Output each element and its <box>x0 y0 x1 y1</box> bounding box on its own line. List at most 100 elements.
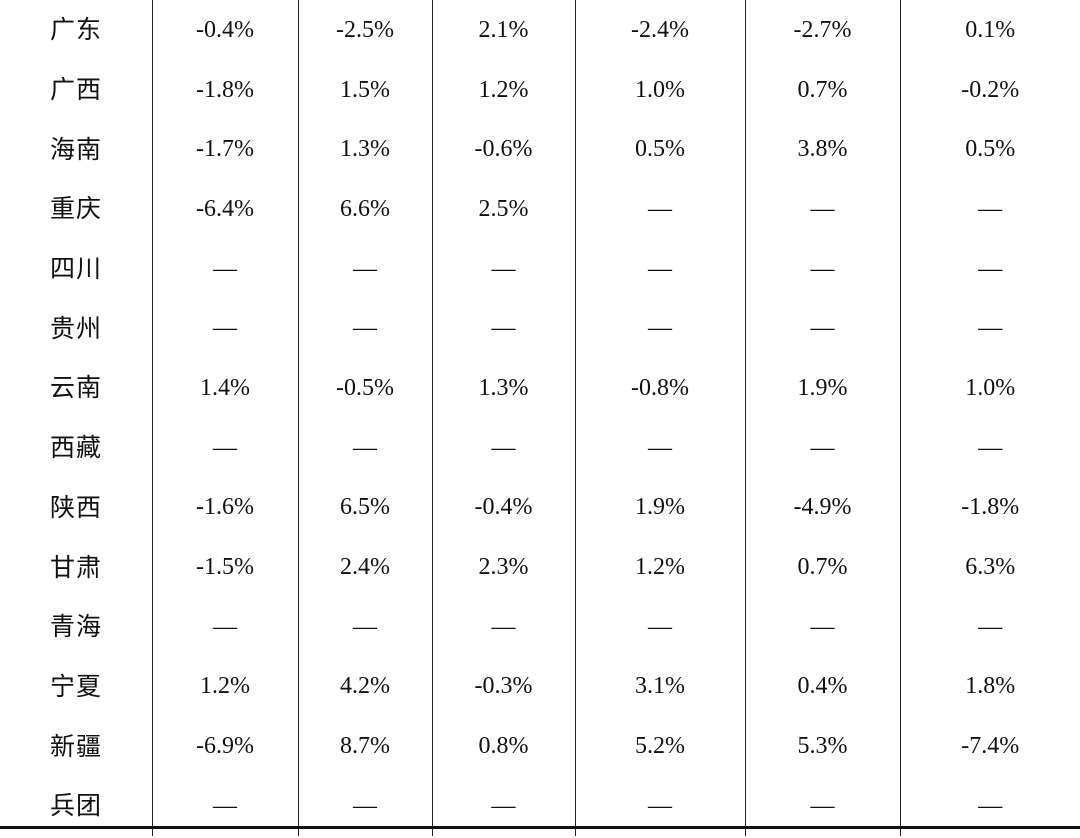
value-cell: — <box>744 775 900 836</box>
value-cell: 1.9% <box>574 477 745 538</box>
value-cell: -2.5% <box>297 0 432 60</box>
value-cell: — <box>899 298 1080 359</box>
value-cell: 1.4% <box>151 358 298 418</box>
value-cell: — <box>574 179 745 239</box>
value-cell: — <box>297 298 432 359</box>
value-cell: 1.3% <box>297 119 432 180</box>
value-cell: 6.6% <box>297 179 432 239</box>
value-cell: -1.7% <box>151 119 298 180</box>
value-cell: — <box>574 596 745 657</box>
value-cell: — <box>297 775 432 836</box>
value-cell: 0.7% <box>744 59 900 120</box>
province-cell: 青海 <box>50 612 103 642</box>
table-row: 海南 -1.7% 1.3% -0.6% 0.5% 3.8% 0.5% <box>0 119 1080 180</box>
value-cell: — <box>899 775 1080 836</box>
value-cell: 1.2% <box>431 59 575 120</box>
value-cell: -0.6% <box>431 119 575 180</box>
value-cell: — <box>744 179 900 239</box>
table-row: 贵州 — — — — — — <box>0 298 1080 359</box>
value-cell: — <box>151 238 298 299</box>
value-cell: 1.2% <box>574 537 745 597</box>
table-row: 陕西 -1.6% 6.5% -0.4% 1.9% -4.9% -1.8% <box>0 477 1080 538</box>
table-row: 四川 — — — — — — <box>0 238 1080 299</box>
value-cell: 0.8% <box>431 716 575 776</box>
value-cell: — <box>151 596 298 657</box>
value-cell: -1.8% <box>899 477 1080 538</box>
value-cell: 0.5% <box>574 119 745 180</box>
value-cell: 5.2% <box>574 716 745 776</box>
value-cell: 1.2% <box>151 656 298 717</box>
province-cell: 新疆 <box>50 731 103 761</box>
value-cell: -6.9% <box>151 716 298 776</box>
value-cell: -0.2% <box>899 59 1080 120</box>
value-cell: — <box>574 298 745 359</box>
value-cell: — <box>899 596 1080 657</box>
value-cell: — <box>297 596 432 657</box>
value-cell: 0.5% <box>899 119 1080 180</box>
value-cell: -7.4% <box>899 716 1080 776</box>
table-row: 重庆 -6.4% 6.6% 2.5% — — — <box>0 179 1080 239</box>
value-cell: 6.5% <box>297 477 432 538</box>
value-cell: 1.9% <box>744 358 900 418</box>
province-cell: 四川 <box>50 254 103 284</box>
province-cell: 云南 <box>50 373 103 403</box>
table-row: 广东 -0.4% -2.5% 2.1% -2.4% -2.7% 0.1% <box>0 0 1080 60</box>
value-cell: — <box>431 298 575 359</box>
province-cell: 广西 <box>50 75 103 105</box>
value-cell: — <box>431 775 575 836</box>
value-cell: -1.5% <box>151 537 298 597</box>
table-row: 甘肃 -1.5% 2.4% 2.3% 1.2% 0.7% 6.3% <box>0 537 1080 597</box>
value-cell: 1.0% <box>899 358 1080 418</box>
value-cell: 8.7% <box>297 716 432 776</box>
value-cell: -0.5% <box>297 358 432 418</box>
value-cell: 5.3% <box>744 716 900 776</box>
value-cell: — <box>899 238 1080 299</box>
table-row: 兵团 — — — — — — <box>0 775 1080 836</box>
value-cell: 1.5% <box>297 59 432 120</box>
value-cell: 3.1% <box>574 656 745 717</box>
value-cell: 4.2% <box>297 656 432 717</box>
value-cell: 1.0% <box>574 59 745 120</box>
value-cell: -0.4% <box>151 0 298 60</box>
value-cell: -1.8% <box>151 59 298 120</box>
value-cell: — <box>431 238 575 299</box>
value-cell: — <box>431 596 575 657</box>
value-cell: 0.7% <box>744 537 900 597</box>
value-cell: -2.7% <box>744 0 900 60</box>
table-bottom-rule <box>0 826 1080 829</box>
value-cell: 0.1% <box>899 0 1080 60</box>
value-cell: 2.1% <box>431 0 575 60</box>
value-cell: — <box>431 417 575 478</box>
value-cell: 3.8% <box>744 119 900 180</box>
table-row: 云南 1.4% -0.5% 1.3% -0.8% 1.9% 1.0% <box>0 358 1080 418</box>
value-cell: 2.4% <box>297 537 432 597</box>
province-cell: 海南 <box>50 134 103 164</box>
province-cell: 甘肃 <box>50 552 103 582</box>
value-cell: — <box>574 238 745 299</box>
value-cell: — <box>744 238 900 299</box>
table-row: 新疆 -6.9% 8.7% 0.8% 5.2% 5.3% -7.4% <box>0 716 1080 776</box>
value-cell: — <box>151 775 298 836</box>
value-cell: — <box>574 775 745 836</box>
value-cell: 6.3% <box>899 537 1080 597</box>
value-cell: — <box>297 417 432 478</box>
value-cell: — <box>744 298 900 359</box>
province-cell: 宁夏 <box>50 671 103 701</box>
province-cell: 兵团 <box>50 791 103 821</box>
value-cell: -0.3% <box>431 656 575 717</box>
value-cell: 2.5% <box>431 179 575 239</box>
table-row: 青海 — — — — — — <box>0 596 1080 657</box>
value-cell: -6.4% <box>151 179 298 239</box>
value-cell: 1.8% <box>899 656 1080 717</box>
value-cell: -4.9% <box>744 477 900 538</box>
value-cell: 1.3% <box>431 358 575 418</box>
value-cell: -0.8% <box>574 358 745 418</box>
table-row: 广西 -1.8% 1.5% 1.2% 1.0% 0.7% -0.2% <box>0 59 1080 120</box>
value-cell: — <box>744 596 900 657</box>
value-cell: -0.4% <box>431 477 575 538</box>
province-cell: 广东 <box>50 15 103 45</box>
province-cell: 重庆 <box>50 194 103 224</box>
value-cell: 0.4% <box>744 656 900 717</box>
